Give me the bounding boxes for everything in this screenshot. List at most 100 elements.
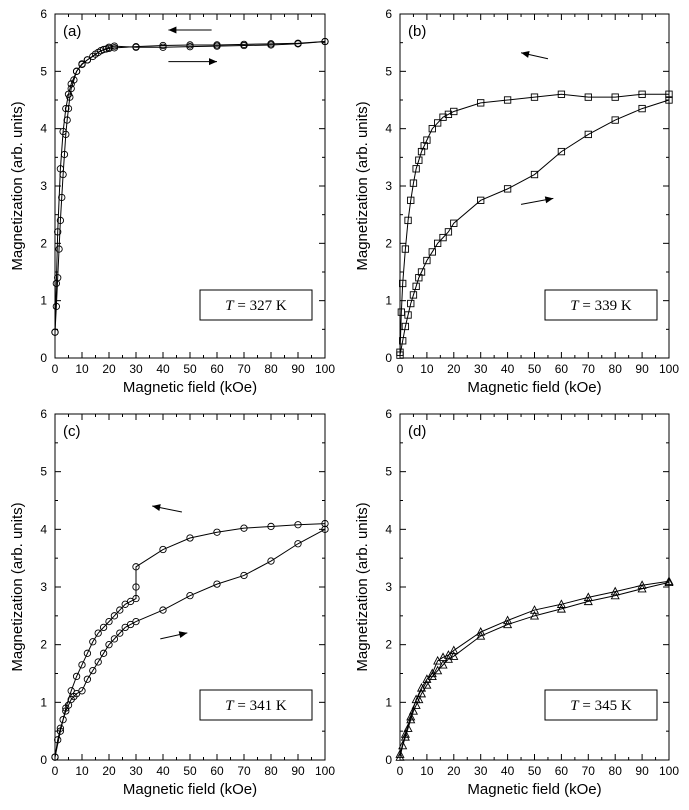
series-line-1 bbox=[54, 528, 326, 758]
data-point bbox=[411, 694, 421, 704]
data-point bbox=[416, 682, 427, 692]
data-point bbox=[403, 723, 413, 732]
data-point bbox=[477, 196, 485, 204]
panel-label: (c) bbox=[63, 423, 81, 440]
temperature-label: T = 339 K bbox=[570, 298, 632, 314]
temperature-symbol: T bbox=[225, 298, 235, 314]
data-point bbox=[415, 156, 423, 164]
data-point bbox=[52, 279, 60, 288]
data-point bbox=[438, 652, 448, 662]
y-tick-label: 2 bbox=[40, 236, 47, 250]
series-line-1 bbox=[54, 41, 326, 333]
data-point bbox=[398, 740, 408, 750]
temperature-box bbox=[199, 289, 313, 321]
temperature-label: T = 341 K bbox=[225, 698, 287, 714]
y-tick-label: 0 bbox=[40, 351, 47, 365]
data-point bbox=[78, 687, 86, 695]
data-point bbox=[89, 666, 97, 675]
x-tick-label: 100 bbox=[659, 362, 679, 376]
x-tick-label: 100 bbox=[315, 362, 335, 376]
x-tick-label: 80 bbox=[264, 764, 278, 778]
panel-c: 0 10 20 30 40 50 60 70 80 90 100 0 1 2 3 4 5 6 Magnetic fi… bbox=[9, 407, 335, 798]
data-point bbox=[422, 680, 432, 689]
data-point bbox=[240, 571, 248, 580]
x-tick-label: 60 bbox=[210, 764, 224, 778]
data-point bbox=[213, 528, 221, 536]
data-point bbox=[423, 136, 431, 144]
series-line-2 bbox=[399, 580, 670, 755]
data-point bbox=[94, 48, 102, 57]
data-point bbox=[417, 147, 426, 156]
data-point bbox=[556, 603, 566, 613]
x-tick-label: 0 bbox=[397, 764, 404, 778]
data-point bbox=[408, 706, 418, 715]
data-point bbox=[186, 592, 194, 600]
y-tick-label: 2 bbox=[40, 638, 47, 652]
data-point bbox=[449, 645, 459, 655]
y-tick-label: 3 bbox=[40, 580, 47, 594]
y-tick-label: 3 bbox=[385, 580, 392, 594]
x-tick-label: 40 bbox=[501, 764, 515, 778]
temperature-value: = 339 K bbox=[579, 298, 632, 314]
sweep-arrow-head bbox=[178, 631, 188, 639]
data-point bbox=[439, 113, 447, 121]
data-point bbox=[444, 228, 453, 236]
data-point bbox=[583, 592, 593, 602]
data-point bbox=[51, 328, 59, 336]
x-tick-label: 80 bbox=[609, 362, 623, 376]
data-point bbox=[610, 586, 620, 596]
x-tick-label: 70 bbox=[237, 362, 251, 376]
y-tick-label: 4 bbox=[385, 122, 392, 136]
x-tick-label: 100 bbox=[659, 764, 679, 778]
data-point bbox=[477, 99, 485, 107]
data-point bbox=[557, 147, 566, 156]
y-tick-label: 6 bbox=[385, 7, 392, 21]
y-tick-label: 2 bbox=[385, 236, 392, 250]
x-axis-label: Magnetic field (kOe) bbox=[123, 781, 257, 798]
x-tick-label: 80 bbox=[264, 362, 278, 376]
data-point bbox=[78, 661, 86, 669]
series-line-1 bbox=[399, 581, 670, 758]
data-point bbox=[267, 522, 275, 531]
data-point bbox=[433, 655, 443, 665]
data-point bbox=[89, 52, 97, 61]
data-point bbox=[556, 599, 566, 608]
data-point bbox=[397, 308, 405, 316]
data-point bbox=[56, 165, 65, 173]
data-point bbox=[423, 256, 431, 265]
data-point bbox=[401, 245, 410, 253]
data-point bbox=[530, 170, 539, 179]
y-tick-label: 4 bbox=[40, 122, 47, 136]
sweep-arrow-head bbox=[152, 504, 161, 512]
data-point bbox=[412, 165, 420, 173]
data-point bbox=[450, 219, 458, 227]
data-point bbox=[267, 557, 275, 565]
data-point bbox=[427, 668, 437, 678]
data-point bbox=[186, 43, 194, 51]
data-point bbox=[529, 605, 540, 614]
data-point bbox=[395, 749, 405, 758]
data-point bbox=[422, 674, 432, 683]
x-tick-label: 0 bbox=[52, 764, 59, 778]
y-tick-label: 4 bbox=[40, 522, 47, 536]
x-tick-label: 30 bbox=[129, 362, 143, 376]
data-point bbox=[132, 563, 140, 571]
panel-d: 0 10 20 30 40 50 60 70 80 90 100 0 1 2 3 4 5 6 Magnetic fi… bbox=[354, 407, 679, 798]
data-point bbox=[240, 41, 248, 50]
y-tick-label: 6 bbox=[40, 407, 47, 421]
sweep-arrow-head bbox=[544, 196, 554, 204]
temperature-box bbox=[544, 289, 658, 321]
data-point bbox=[159, 43, 167, 51]
data-point bbox=[59, 127, 67, 136]
x-axis-label: Magnetic field (kOe) bbox=[467, 379, 601, 396]
y-tick-label: 6 bbox=[385, 407, 392, 421]
data-point bbox=[407, 299, 415, 308]
series-line-1 bbox=[399, 99, 670, 356]
x-tick-label: 20 bbox=[447, 362, 461, 376]
temperature-label: T = 345 K bbox=[570, 698, 632, 714]
sweep-arrow-head bbox=[168, 26, 177, 34]
y-tick-label: 5 bbox=[40, 465, 47, 479]
x-tick-label: 70 bbox=[237, 764, 251, 778]
data-point bbox=[56, 727, 65, 735]
